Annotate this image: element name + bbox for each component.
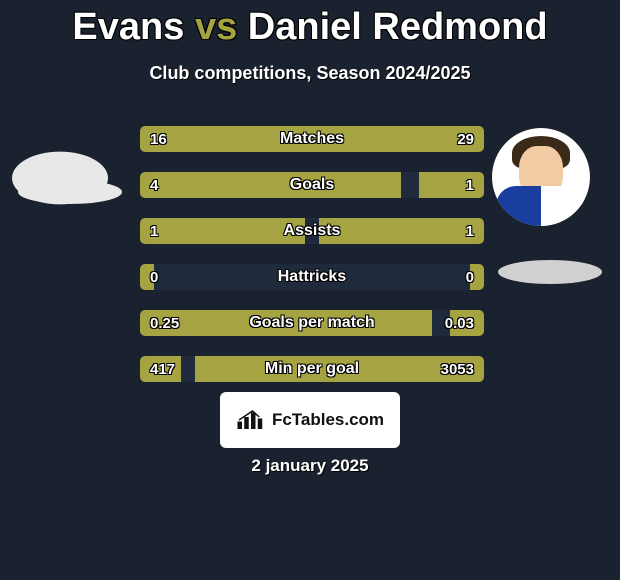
stat-left-fill xyxy=(140,218,305,244)
title-player2: Daniel Redmond xyxy=(248,6,548,48)
stats-bars: 1629Matches 41Goals 11Assists 00Hattricks 0.… xyxy=(140,126,484,402)
stat-row: 11Assists xyxy=(140,218,484,244)
stat-right-fill xyxy=(319,218,484,244)
comparison-title: Evans vs Daniel Redmond xyxy=(0,0,620,49)
stat-left-fill xyxy=(140,172,401,198)
source-badge: FcTables.com xyxy=(220,392,400,448)
stat-left-fill xyxy=(140,126,264,152)
source-badge-text: FcTables.com xyxy=(272,410,384,430)
stat-left-fill xyxy=(140,264,154,290)
title-vs: vs xyxy=(195,6,237,48)
stat-right-fill xyxy=(470,264,484,290)
stat-left-fill xyxy=(140,356,181,382)
title-player1: Evans xyxy=(72,6,184,48)
generated-date: 2 january 2025 xyxy=(0,456,620,476)
stat-right-fill xyxy=(450,310,484,336)
stat-row: 4173053Min per goal xyxy=(140,356,484,382)
stat-right-fill xyxy=(195,356,484,382)
stat-right-fill xyxy=(419,172,484,198)
stat-row: 00Hattricks xyxy=(140,264,484,290)
player1-shadow xyxy=(18,180,122,204)
stat-row: 1629Matches xyxy=(140,126,484,152)
player2-shadow xyxy=(498,260,602,284)
stat-right-fill xyxy=(264,126,484,152)
stat-row: 0.250.03Goals per match xyxy=(140,310,484,336)
comparison-subtitle: Club competitions, Season 2024/2025 xyxy=(0,63,620,84)
stat-row: 41Goals xyxy=(140,172,484,198)
player2-avatar xyxy=(492,128,590,226)
stat-left-fill xyxy=(140,310,432,336)
bars-logo-icon xyxy=(236,409,266,431)
